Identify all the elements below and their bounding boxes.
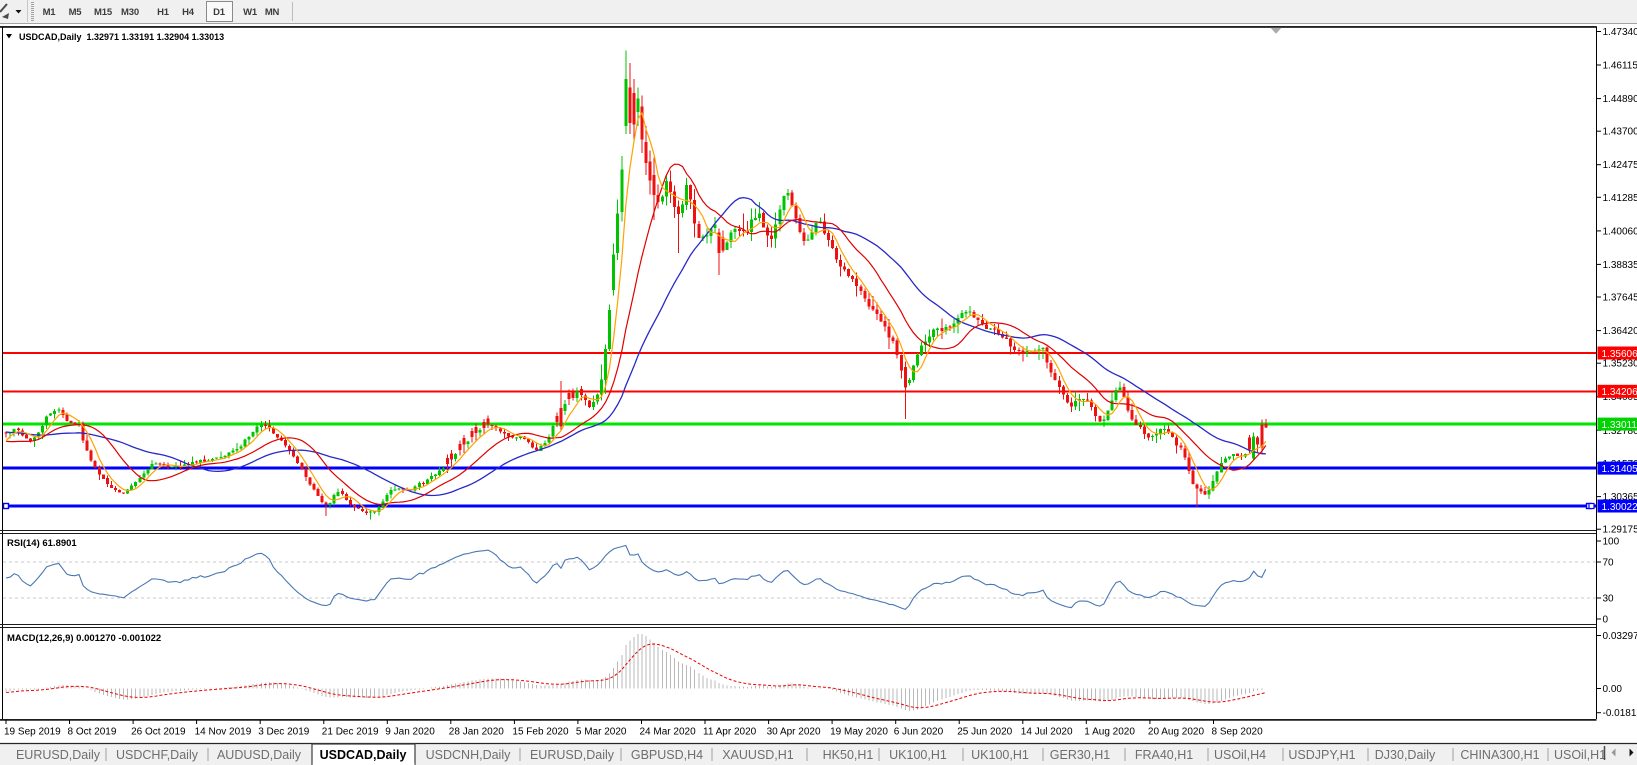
svg-text:11 Apr 2020: 11 Apr 2020 <box>703 727 757 738</box>
svg-text:H4: H4 <box>182 7 195 18</box>
svg-text:30: 30 <box>1603 594 1615 605</box>
svg-text:XAUUSD,H1: XAUUSD,H1 <box>722 748 794 762</box>
svg-text:1.37645: 1.37645 <box>1603 293 1637 304</box>
svg-text:8 Oct 2019: 8 Oct 2019 <box>68 727 117 738</box>
svg-text:UK100,H1: UK100,H1 <box>889 748 947 762</box>
svg-text:M5: M5 <box>69 7 83 18</box>
svg-text:1 Aug 2020: 1 Aug 2020 <box>1084 727 1135 738</box>
svg-text:19 Sep 2019: 19 Sep 2019 <box>4 727 61 738</box>
svg-text:26 Oct 2019: 26 Oct 2019 <box>131 727 186 738</box>
svg-text:0: 0 <box>1603 615 1609 626</box>
svg-text:AUDUSD,Daily: AUDUSD,Daily <box>217 748 302 762</box>
svg-text:0.032972: 0.032972 <box>1603 631 1637 642</box>
svg-text:1.33011: 1.33011 <box>1602 420 1637 431</box>
svg-text:MACD(12,26,9) 0.001270 -0.0010: MACD(12,26,9) 0.001270 -0.001022 <box>7 633 161 644</box>
svg-text:15 Feb 2020: 15 Feb 2020 <box>512 727 569 738</box>
svg-text:0.00: 0.00 <box>1603 684 1623 695</box>
svg-text:1.30022: 1.30022 <box>1602 502 1637 513</box>
svg-text:20 Aug 2020: 20 Aug 2020 <box>1148 727 1205 738</box>
svg-text:14 Jul 2020: 14 Jul 2020 <box>1021 727 1073 738</box>
svg-text:28 Jan 2020: 28 Jan 2020 <box>449 727 504 738</box>
svg-text:1.32780: 1.32780 <box>1603 426 1637 437</box>
svg-text:1.36420: 1.36420 <box>1603 326 1637 337</box>
svg-text:USOil,H1: USOil,H1 <box>1554 748 1606 762</box>
svg-text:M1: M1 <box>43 7 57 18</box>
svg-text:1.35230: 1.35230 <box>1603 359 1637 370</box>
svg-text:8 Sep 2020: 8 Sep 2020 <box>1212 727 1264 738</box>
svg-text:M30: M30 <box>121 7 139 18</box>
svg-text:24 Mar 2020: 24 Mar 2020 <box>640 727 697 738</box>
svg-text:HK50,H1: HK50,H1 <box>823 748 874 762</box>
svg-text:1.43700: 1.43700 <box>1603 127 1637 138</box>
svg-text:W1: W1 <box>243 7 258 18</box>
svg-text:USDCNH,Daily: USDCNH,Daily <box>426 748 511 762</box>
svg-text:1.34206: 1.34206 <box>1602 387 1637 398</box>
svg-text:14 Nov 2019: 14 Nov 2019 <box>195 727 252 738</box>
svg-text:GER30,H1: GER30,H1 <box>1050 748 1110 762</box>
svg-text:GBPUSD,H4: GBPUSD,H4 <box>631 748 703 762</box>
svg-text:25 Jun 2020: 25 Jun 2020 <box>957 727 1012 738</box>
svg-text:USDCAD,Daily: USDCAD,Daily <box>320 748 407 762</box>
svg-text:-0.018154: -0.018154 <box>1603 708 1637 719</box>
svg-text:UK100,H1: UK100,H1 <box>971 748 1029 762</box>
svg-text:1.40060: 1.40060 <box>1603 226 1637 237</box>
svg-text:1.29175: 1.29175 <box>1603 525 1637 536</box>
svg-text:USOil,H4: USOil,H4 <box>1214 748 1266 762</box>
svg-text:30 Apr 2020: 30 Apr 2020 <box>767 727 821 738</box>
svg-text:21 Dec 2019: 21 Dec 2019 <box>322 727 379 738</box>
svg-text:USDJPY,H1: USDJPY,H1 <box>1288 748 1355 762</box>
svg-text:USDCAD,Daily 1.32971 1.33191: USDCAD,Daily 1.32971 1.33191 1.32904 1.3… <box>19 32 224 42</box>
svg-text:70: 70 <box>1603 558 1615 569</box>
svg-text:1.46115: 1.46115 <box>1603 61 1637 72</box>
svg-text:H1: H1 <box>157 7 170 18</box>
svg-text:5 Mar 2020: 5 Mar 2020 <box>576 727 627 738</box>
svg-text:1.30365: 1.30365 <box>1603 492 1637 503</box>
svg-text:EURUSD,Daily: EURUSD,Daily <box>16 748 101 762</box>
svg-text:1.35606: 1.35606 <box>1602 349 1637 360</box>
svg-text:EURUSD,Daily: EURUSD,Daily <box>530 748 615 762</box>
svg-text:1.44890: 1.44890 <box>1603 94 1637 105</box>
svg-text:1.38835: 1.38835 <box>1603 260 1637 271</box>
svg-text:USDCHF,Daily: USDCHF,Daily <box>116 748 199 762</box>
svg-text:1.41285: 1.41285 <box>1603 193 1637 204</box>
svg-text:6 Jun 2020: 6 Jun 2020 <box>894 727 944 738</box>
svg-text:100: 100 <box>1603 537 1620 548</box>
svg-text:1.47340: 1.47340 <box>1603 27 1637 38</box>
svg-text:M15: M15 <box>94 7 113 18</box>
svg-text:DJ30,Daily: DJ30,Daily <box>1375 748 1436 762</box>
svg-text:D1: D1 <box>213 7 226 18</box>
svg-text:RSI(14) 61.8901: RSI(14) 61.8901 <box>7 538 77 549</box>
svg-text:FRA40,H1: FRA40,H1 <box>1135 748 1193 762</box>
svg-text:9 Jan 2020: 9 Jan 2020 <box>385 727 435 738</box>
svg-text:19 May 2020: 19 May 2020 <box>830 727 888 738</box>
svg-text:3 Dec 2019: 3 Dec 2019 <box>258 727 310 738</box>
svg-text:CHINA300,H1: CHINA300,H1 <box>1460 748 1539 762</box>
svg-text:MN: MN <box>265 7 280 18</box>
svg-text:1.31405: 1.31405 <box>1602 464 1637 475</box>
svg-text:1.42475: 1.42475 <box>1603 160 1637 171</box>
